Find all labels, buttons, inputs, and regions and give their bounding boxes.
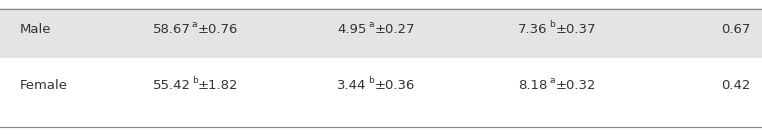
Text: ±1.82: ±1.82: [198, 79, 239, 92]
Text: ±0.37: ±0.37: [555, 23, 596, 36]
Text: 7.36: 7.36: [518, 23, 547, 36]
Text: b: b: [192, 76, 197, 85]
Text: 4.95: 4.95: [338, 23, 367, 36]
Text: 8.18: 8.18: [518, 79, 547, 92]
Text: Female: Female: [20, 79, 68, 92]
Text: 55.42: 55.42: [152, 79, 190, 92]
Text: a: a: [369, 21, 374, 29]
Text: b: b: [369, 76, 374, 85]
Text: ±0.76: ±0.76: [198, 23, 239, 36]
Text: ±0.27: ±0.27: [375, 23, 415, 36]
Text: a: a: [549, 76, 555, 85]
Text: 3.44: 3.44: [338, 79, 367, 92]
Bar: [0, 8, 762, 58]
Text: b: b: [549, 21, 555, 29]
Text: a: a: [192, 21, 197, 29]
Text: 0.42: 0.42: [722, 79, 751, 92]
Text: 58.67: 58.67: [152, 23, 190, 36]
Text: 0.67: 0.67: [722, 23, 751, 36]
Text: ±0.36: ±0.36: [375, 79, 415, 92]
Text: ±0.32: ±0.32: [555, 79, 596, 92]
Text: Male: Male: [20, 23, 51, 36]
